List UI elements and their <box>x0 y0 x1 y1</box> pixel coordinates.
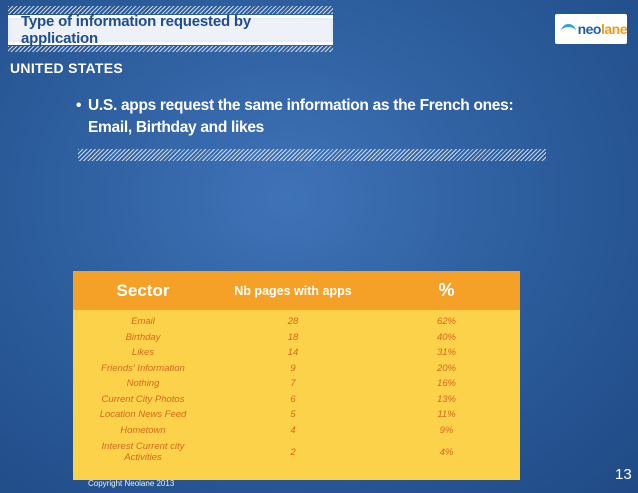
title-bar: Type of information requested by applica… <box>8 13 333 47</box>
title-decor-stripe-top <box>8 6 333 14</box>
logo-swoosh-icon <box>561 23 576 39</box>
table-row: Friends' Information 9 20% <box>73 361 520 377</box>
title-decor-stripe-bottom <box>8 46 333 52</box>
cell-percent: 16% <box>436 378 456 390</box>
header-sector: Sector <box>116 280 170 300</box>
cell-pages: 5 <box>290 409 296 421</box>
cell-percent: 62% <box>436 316 456 328</box>
table-row: Hometown 4 9% <box>73 423 520 439</box>
cell-sector: Likes <box>131 347 155 359</box>
table-row: Interest Current city Activities 2 4% <box>73 438 520 480</box>
region-label: UNITED STATES <box>10 60 124 76</box>
header-pages: Nb pages with apps <box>234 283 352 298</box>
table-row: Likes 14 31% <box>73 345 520 361</box>
cell-pages: 9 <box>290 362 296 374</box>
cell-sector: Nothing <box>126 378 160 390</box>
cell-percent: 40% <box>436 331 456 343</box>
cell-sector: Location News Feed <box>99 409 187 421</box>
neolane-logo: neolane <box>555 14 628 44</box>
table-header-row: Sector Nb pages with apps % <box>73 271 520 310</box>
cell-percent: 11% <box>437 409 456 421</box>
cell-pages: 28 <box>287 316 299 328</box>
cell-percent: 4% <box>439 446 454 458</box>
info-table: Sector Nb pages with apps % Email 28 62%… <box>73 271 520 480</box>
cell-sector: Interest Current city Activities <box>101 441 185 463</box>
table-row: Current City Photos 6 13% <box>73 392 520 408</box>
cell-pages: 4 <box>290 424 296 436</box>
table-row: Email 28 62% <box>73 310 520 330</box>
cell-sector: Current City Photos <box>101 393 185 405</box>
copyright-text: Copyright Neolane 2013 <box>88 479 175 488</box>
cell-pages: 2 <box>290 446 296 458</box>
cell-sector: Hometown <box>120 424 166 436</box>
page-title: Type of information requested by applica… <box>11 13 330 47</box>
header-percent: % <box>438 280 455 300</box>
bullet-decor-stripe <box>78 149 546 161</box>
bullet-line-1: U.S. apps request the same information a… <box>88 97 514 114</box>
bullet-dot-icon: • <box>76 97 82 114</box>
cell-percent: 20% <box>436 362 456 374</box>
bullet-line-2: Email, Birthday and likes <box>88 119 264 136</box>
cell-sector: Friends' Information <box>101 362 185 374</box>
cell-pages: 7 <box>290 378 296 390</box>
logo-text: neolane <box>577 21 628 37</box>
table-row: Birthday 18 40% <box>73 330 520 346</box>
cell-sector: Email <box>131 316 155 328</box>
cell-percent: 9% <box>439 424 454 436</box>
page-number: 13 <box>615 466 632 483</box>
table-row: Nothing 7 16% <box>73 376 520 392</box>
cell-pages: 6 <box>290 393 296 405</box>
cell-percent: 13% <box>436 393 456 405</box>
cell-pages: 18 <box>287 331 299 343</box>
table-row: Location News Feed 5 11% <box>73 407 520 423</box>
cell-percent: 31% <box>436 347 456 359</box>
cell-pages: 14 <box>287 347 299 359</box>
cell-sector: Birthday <box>125 331 161 343</box>
bullet-point: • U.S. apps request the same information … <box>76 95 546 139</box>
